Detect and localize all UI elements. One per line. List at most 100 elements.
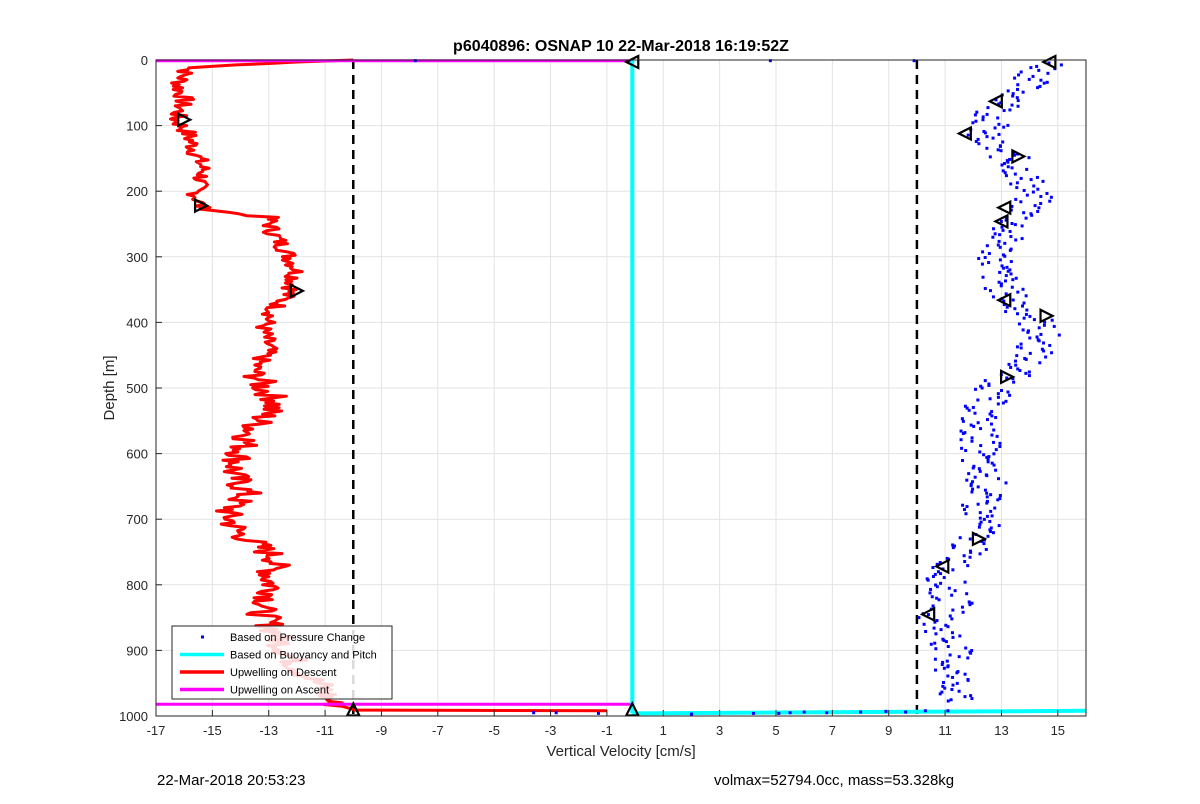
pressure-point: [596, 711, 600, 715]
pressure-point: [966, 656, 970, 660]
pressure-point: [1019, 346, 1023, 350]
y-tick-label: 1000: [119, 709, 148, 724]
pressure-point: [987, 251, 991, 255]
pressure-point: [931, 575, 935, 579]
pressure-point: [1008, 393, 1012, 397]
pressure-point: [1028, 351, 1032, 355]
pressure-point: [990, 433, 994, 437]
triangle-marker: [289, 283, 306, 299]
pressure-point: [984, 547, 988, 551]
pressure-point: [988, 412, 992, 416]
pressure-point: [1035, 64, 1039, 68]
pressure-point: [1002, 303, 1006, 307]
pressure-point: [990, 514, 994, 518]
pressure-point: [1042, 349, 1046, 353]
pressure-point: [983, 256, 987, 260]
pressure-point: [1029, 66, 1033, 70]
pressure-point: [985, 514, 989, 518]
pressure-point: [1006, 160, 1010, 164]
pressure-point: [1031, 190, 1035, 194]
pressure-point: [985, 495, 989, 499]
pressure-point: [1027, 370, 1031, 374]
pressure-point: [1027, 374, 1031, 378]
pressure-point: [1004, 399, 1008, 403]
pressure-point: [949, 698, 953, 702]
pressure-point: [991, 136, 995, 140]
triangle-marker: [999, 369, 1016, 385]
pressure-point: [1011, 298, 1015, 302]
pressure-point: [951, 543, 955, 547]
pressure-point: [961, 610, 965, 614]
pressure-point: [1042, 341, 1046, 345]
pressure-point: [964, 449, 968, 453]
pressure-point: [950, 687, 954, 691]
pressure-point: [1047, 61, 1051, 65]
pressure-point: [1022, 188, 1026, 192]
pressure-point: [996, 395, 1000, 399]
pressure-point: [1025, 193, 1029, 197]
pressure-point: [1000, 264, 1004, 268]
pressure-point: [937, 598, 941, 602]
pressure-point: [1045, 80, 1049, 84]
pressure-point: [967, 408, 971, 412]
pressure-point: [963, 695, 967, 699]
triangle-marker: [345, 700, 362, 717]
pressure-point: [987, 261, 991, 265]
pressure-point: [983, 488, 987, 492]
pressure-point: [1020, 237, 1024, 241]
pressure-point: [933, 572, 937, 576]
pressure-point: [940, 690, 944, 694]
pressure-point: [1004, 174, 1008, 178]
pressure-point: [923, 709, 927, 713]
y-tick-label: 100: [126, 119, 148, 134]
pressure-point: [998, 441, 1002, 445]
x-tick-label: -1: [601, 723, 613, 738]
pressure-point: [970, 649, 974, 653]
pressure-point: [979, 520, 983, 524]
pressure-point: [1000, 163, 1004, 167]
pressure-point: [958, 634, 962, 638]
pressure-point: [944, 640, 948, 644]
pressure-point: [964, 646, 968, 650]
pressure-point: [1014, 363, 1018, 367]
pressure-point: [941, 684, 945, 688]
x-tick-label: -7: [432, 723, 444, 738]
pressure-point: [1022, 211, 1026, 215]
x-tick-label: -11: [316, 723, 334, 738]
pressure-point: [1024, 312, 1028, 316]
pressure-point: [1009, 235, 1013, 239]
pressure-point: [1028, 314, 1032, 318]
pressure-point: [986, 457, 990, 461]
pressure-point: [1005, 305, 1009, 309]
pressure-point: [976, 398, 980, 402]
pressure-point: [981, 250, 985, 254]
pressure-point: [977, 525, 981, 529]
pressure-point: [987, 383, 991, 387]
pressure-point: [1000, 389, 1004, 393]
triangle-marker: [623, 54, 640, 70]
pressure-point: [1009, 272, 1013, 276]
pressure-point: [1049, 195, 1053, 199]
y-tick-label: 900: [126, 643, 148, 658]
pressure-point: [988, 528, 992, 532]
pressure-point: [1011, 94, 1015, 98]
pressure-point: [1003, 171, 1007, 175]
pressure-point: [985, 135, 989, 139]
pressure-point: [999, 219, 1003, 223]
pressure-point: [945, 659, 949, 663]
pressure-point: [1037, 206, 1041, 210]
pressure-point: [948, 653, 952, 657]
pressure-point: [993, 506, 997, 510]
pressure-point: [1018, 369, 1022, 373]
pressure-point: [979, 444, 983, 448]
pressure-point: [1015, 186, 1019, 190]
pressure-point: [946, 625, 950, 629]
pressure-point: [998, 144, 1002, 148]
pressure-point: [997, 524, 1001, 528]
pressure-point: [965, 505, 969, 509]
pressure-point: [978, 511, 982, 515]
x-tick-label: 7: [829, 723, 836, 738]
pressure-point: [946, 709, 950, 713]
pressure-point: [926, 578, 930, 582]
pressure-point: [994, 468, 998, 472]
